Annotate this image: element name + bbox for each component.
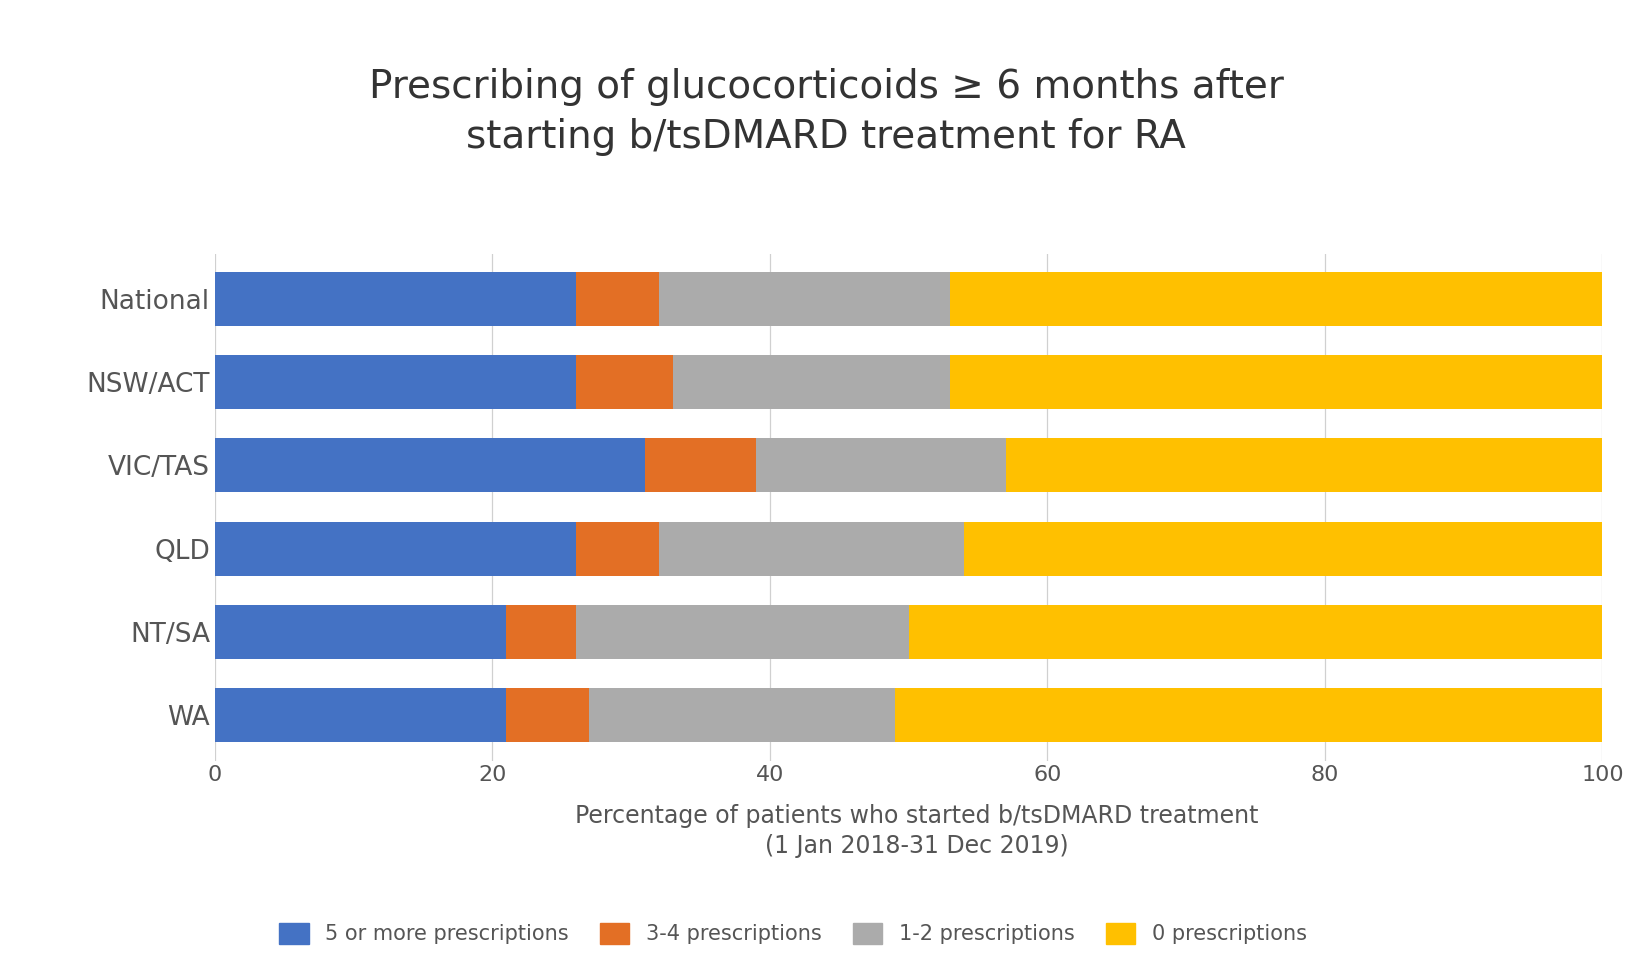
Text: Percentage of patients who started b/tsDMARD treatment: Percentage of patients who started b/tsD… [575,804,1259,829]
Legend: 5 or more prescriptions, 3-4 prescriptions, 1-2 prescriptions, 0 prescriptions: 5 or more prescriptions, 3-4 prescriptio… [269,913,1317,955]
Bar [575,272,659,327]
Bar [575,604,909,659]
Bar [965,522,1602,575]
Bar [659,272,950,327]
Text: Prescribing of glucocorticoids ≥ 6 months after
starting b/tsDMARD treatment for: Prescribing of glucocorticoids ≥ 6 month… [368,68,1284,156]
Bar [1006,439,1602,492]
Bar [215,439,644,492]
Bar [506,604,575,659]
Bar [659,522,965,575]
Bar [950,355,1602,410]
Bar [590,687,895,742]
Bar [575,355,672,410]
Bar [215,522,575,575]
Bar [757,439,1006,492]
Bar [215,272,575,327]
Bar [575,522,659,575]
Bar [215,355,575,410]
Text: (1 Jan 2018-31 Dec 2019): (1 Jan 2018-31 Dec 2019) [765,834,1069,858]
Bar [506,687,590,742]
Bar [215,687,506,742]
Bar [215,604,506,659]
Bar [895,687,1602,742]
Bar [909,604,1602,659]
Bar [950,272,1602,327]
Bar [672,355,950,410]
Bar [644,439,757,492]
